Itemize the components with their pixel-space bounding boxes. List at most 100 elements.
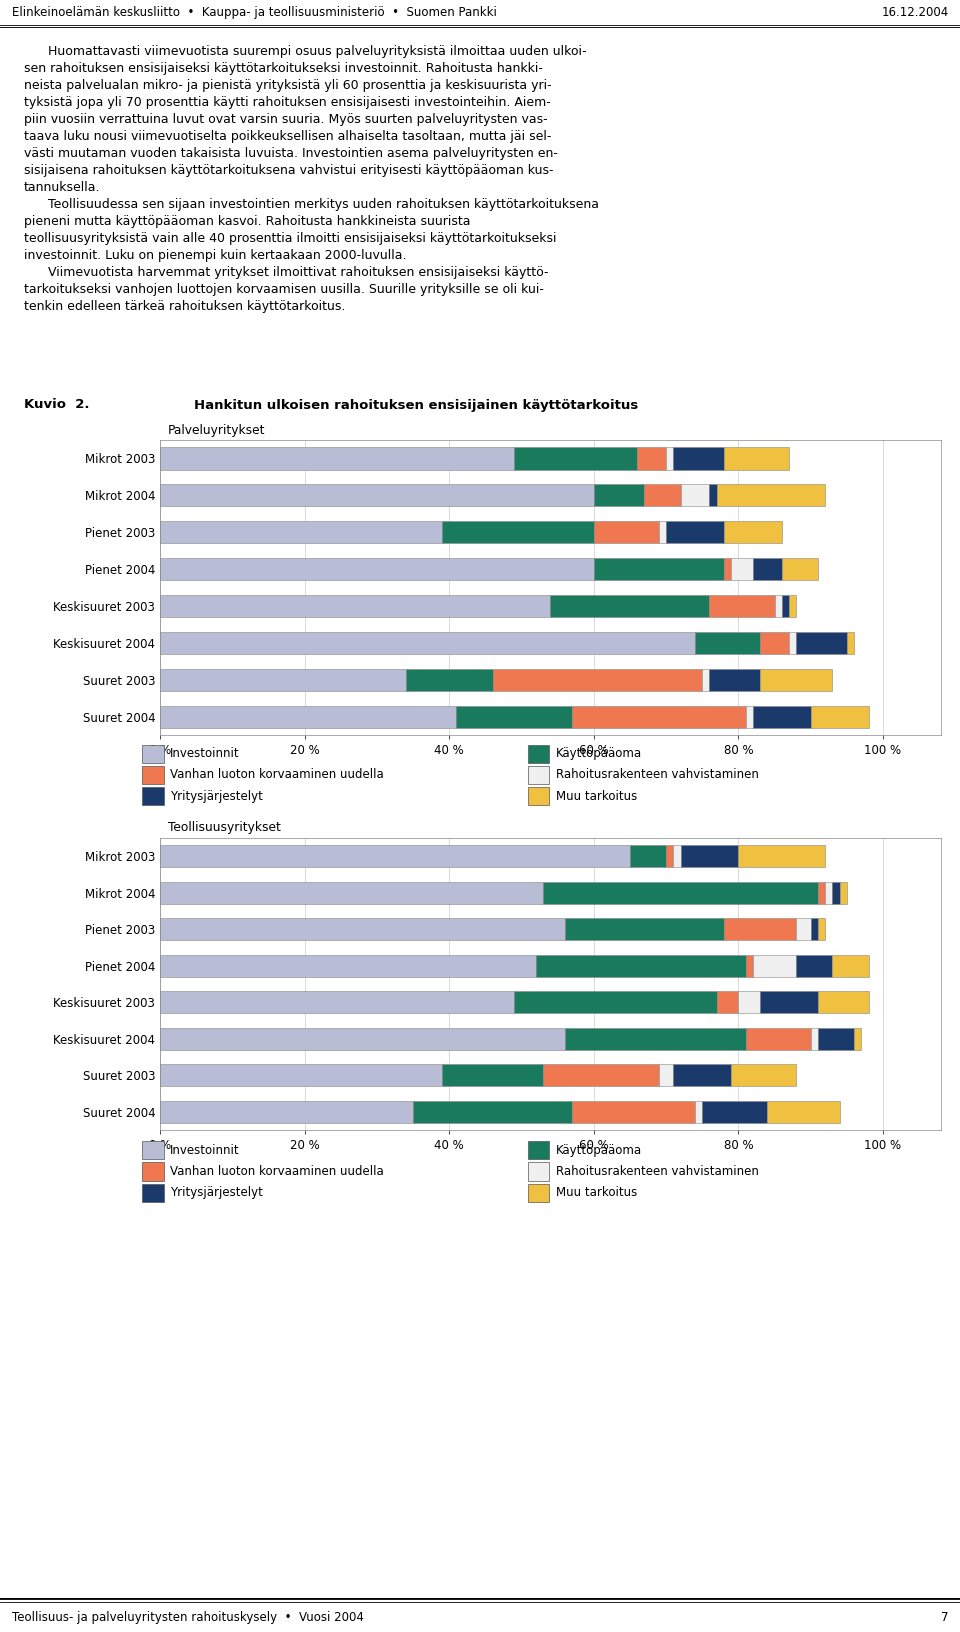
- Bar: [702, 669, 709, 690]
- Text: Teollisuus- ja palveluyritysten rahoituskysely  •  Vuosi 2004: Teollisuus- ja palveluyritysten rahoitus…: [12, 1611, 364, 1624]
- Bar: [789, 632, 796, 654]
- Text: Hankitun ulkoisen rahoituksen ensisijainen käyttötarkoitus: Hankitun ulkoisen rahoituksen ensisijain…: [194, 398, 637, 411]
- Bar: [810, 1028, 818, 1049]
- Bar: [796, 632, 847, 654]
- Bar: [760, 632, 789, 654]
- Bar: [160, 669, 406, 690]
- Bar: [695, 632, 760, 654]
- Text: Elinkeinoelämän keskusliitto  •  Kauppa- ja teollisuusministeriö  •  Suomen Pank: Elinkeinoelämän keskusliitto • Kauppa- j…: [12, 7, 496, 20]
- Bar: [528, 1162, 549, 1182]
- Bar: [854, 1028, 861, 1049]
- Text: Investoinnit: Investoinnit: [170, 1144, 239, 1157]
- Bar: [644, 485, 681, 506]
- Bar: [789, 596, 796, 617]
- Bar: [564, 1028, 746, 1049]
- Bar: [572, 1102, 695, 1123]
- Bar: [572, 705, 746, 728]
- Bar: [543, 1064, 659, 1087]
- Text: Kuvio  2.: Kuvio 2.: [24, 398, 89, 411]
- Bar: [796, 919, 810, 940]
- Bar: [406, 669, 492, 690]
- Bar: [818, 1028, 854, 1049]
- Bar: [709, 596, 775, 617]
- Bar: [724, 447, 789, 470]
- Bar: [536, 955, 746, 976]
- Bar: [781, 558, 818, 579]
- Bar: [732, 1064, 796, 1087]
- Bar: [160, 1064, 442, 1087]
- Bar: [543, 881, 818, 904]
- Bar: [564, 919, 724, 940]
- Bar: [160, 919, 564, 940]
- Bar: [142, 765, 163, 785]
- Bar: [673, 845, 681, 867]
- Bar: [528, 744, 549, 764]
- Bar: [818, 919, 826, 940]
- Bar: [724, 521, 781, 543]
- Bar: [442, 521, 594, 543]
- Text: Käyttöpääoma: Käyttöpääoma: [556, 1144, 641, 1157]
- Bar: [142, 787, 163, 805]
- Bar: [832, 881, 840, 904]
- Bar: [160, 1028, 564, 1049]
- Bar: [695, 1102, 702, 1123]
- Bar: [637, 447, 666, 470]
- Bar: [753, 705, 810, 728]
- Bar: [709, 669, 760, 690]
- Bar: [666, 447, 673, 470]
- Bar: [709, 485, 717, 506]
- Bar: [847, 632, 854, 654]
- Bar: [160, 521, 442, 543]
- Bar: [594, 485, 644, 506]
- Bar: [160, 1102, 413, 1123]
- Bar: [515, 447, 637, 470]
- Text: Investoinnit: Investoinnit: [170, 747, 239, 761]
- Bar: [160, 845, 630, 867]
- Bar: [760, 991, 818, 1013]
- Bar: [659, 521, 666, 543]
- Text: Vanhan luoton korvaaminen uudella: Vanhan luoton korvaaminen uudella: [170, 1165, 384, 1178]
- Bar: [442, 1064, 543, 1087]
- Text: Rahoitusrakenteen vahvistaminen: Rahoitusrakenteen vahvistaminen: [556, 769, 758, 782]
- Bar: [724, 558, 732, 579]
- Bar: [826, 881, 832, 904]
- Bar: [160, 705, 456, 728]
- Bar: [550, 596, 709, 617]
- Bar: [666, 845, 673, 867]
- Text: Palveluyritykset: Palveluyritykset: [168, 424, 266, 437]
- Bar: [702, 1102, 767, 1123]
- Text: 7: 7: [941, 1611, 948, 1624]
- Text: Huomattavasti viimevuotista suurempi osuus palveluyrityksistä ilmoittaa uuden ul: Huomattavasti viimevuotista suurempi osu…: [24, 46, 599, 313]
- Bar: [142, 1141, 163, 1159]
- Bar: [456, 705, 572, 728]
- Bar: [528, 787, 549, 805]
- Bar: [746, 1028, 810, 1049]
- Bar: [840, 881, 847, 904]
- Bar: [666, 521, 724, 543]
- Text: Teollisuusyritykset: Teollisuusyritykset: [168, 821, 281, 834]
- Text: Käyttöpääoma: Käyttöpääoma: [556, 747, 641, 761]
- Bar: [528, 1141, 549, 1159]
- Bar: [160, 558, 594, 579]
- Bar: [160, 485, 594, 506]
- Bar: [818, 991, 869, 1013]
- Bar: [810, 705, 869, 728]
- Bar: [528, 765, 549, 785]
- Bar: [142, 744, 163, 764]
- Text: 16.12.2004: 16.12.2004: [881, 7, 948, 20]
- Bar: [775, 596, 781, 617]
- Text: Vanhan luoton korvaaminen uudella: Vanhan luoton korvaaminen uudella: [170, 769, 384, 782]
- Bar: [673, 1064, 732, 1087]
- Bar: [492, 669, 702, 690]
- Text: Muu tarkoitus: Muu tarkoitus: [556, 1186, 636, 1200]
- Bar: [781, 596, 789, 617]
- Bar: [673, 447, 724, 470]
- Bar: [160, 991, 515, 1013]
- Bar: [142, 1162, 163, 1182]
- Bar: [738, 991, 760, 1013]
- Bar: [738, 845, 826, 867]
- Bar: [142, 1183, 163, 1203]
- Bar: [681, 485, 709, 506]
- Bar: [160, 596, 550, 617]
- Bar: [832, 955, 869, 976]
